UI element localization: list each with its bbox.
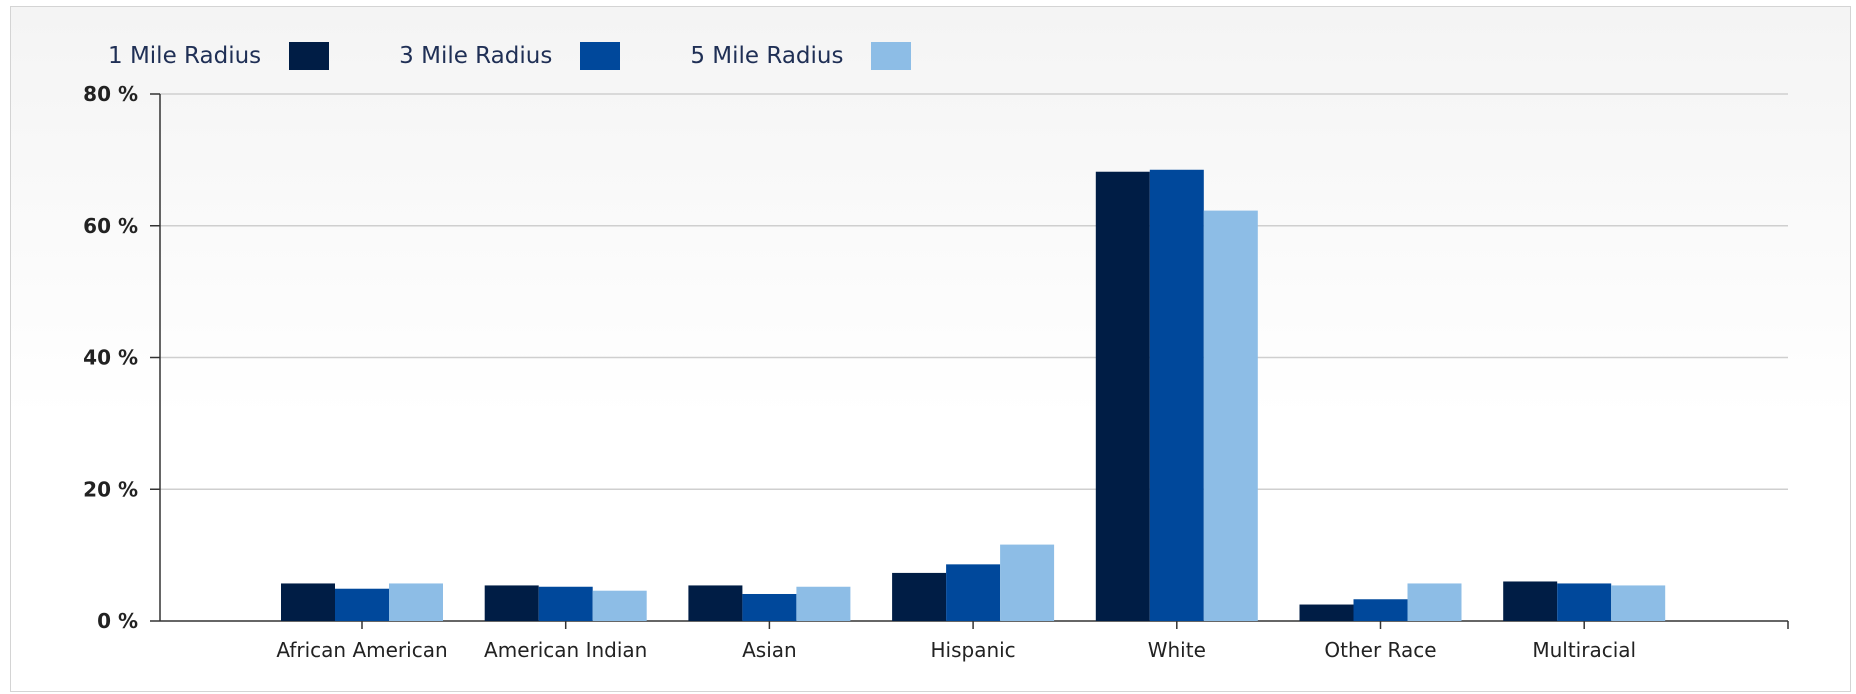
bar [1353, 599, 1408, 621]
bar [892, 572, 947, 621]
x-category-label: White [1148, 638, 1206, 662]
bar [592, 590, 647, 621]
x-category-label: Hispanic [930, 638, 1015, 662]
bar [1095, 171, 1150, 622]
bar [484, 585, 539, 621]
bar [1611, 585, 1666, 621]
bar [538, 586, 593, 621]
legend-label: 5 Mile Radius [690, 43, 844, 69]
y-tick-label: 0 % [97, 609, 138, 633]
bar [946, 564, 1001, 621]
bar [1503, 581, 1558, 621]
y-tick-label: 40 % [83, 346, 138, 370]
legend-swatch [871, 42, 912, 70]
bar [389, 583, 443, 621]
chart-legend: 1 Mile Radius 3 Mile Radius 5 Mile Radiu… [108, 36, 981, 76]
bar [1000, 544, 1055, 621]
legend-swatch [289, 42, 330, 70]
bar [1299, 604, 1354, 621]
legend-label: 1 Mile Radius [108, 43, 262, 69]
x-category-label: American Indian [484, 638, 647, 662]
x-category-label: Multiracial [1532, 638, 1636, 662]
bar [688, 585, 743, 621]
legend-item-1-mile: 1 Mile Radius [108, 42, 330, 70]
x-category-label: Asian [742, 638, 797, 662]
bar [1203, 210, 1258, 621]
legend-swatch [580, 42, 621, 70]
legend-item-5-mile: 5 Mile Radius [690, 42, 912, 70]
bar [281, 583, 335, 621]
x-category-label: African American [276, 638, 447, 662]
x-category-label: Other Race [1324, 638, 1436, 662]
y-tick-label: 80 % [83, 82, 138, 106]
bar [1149, 169, 1204, 621]
y-tick-label: 60 % [83, 214, 138, 238]
bar [1407, 583, 1462, 621]
bar [1557, 583, 1612, 621]
bar [796, 586, 851, 621]
bar [742, 593, 797, 621]
bar [335, 588, 389, 621]
legend-item-3-mile: 3 Mile Radius [399, 42, 621, 70]
legend-label: 3 Mile Radius [399, 43, 553, 69]
y-tick-label: 20 % [83, 477, 138, 501]
